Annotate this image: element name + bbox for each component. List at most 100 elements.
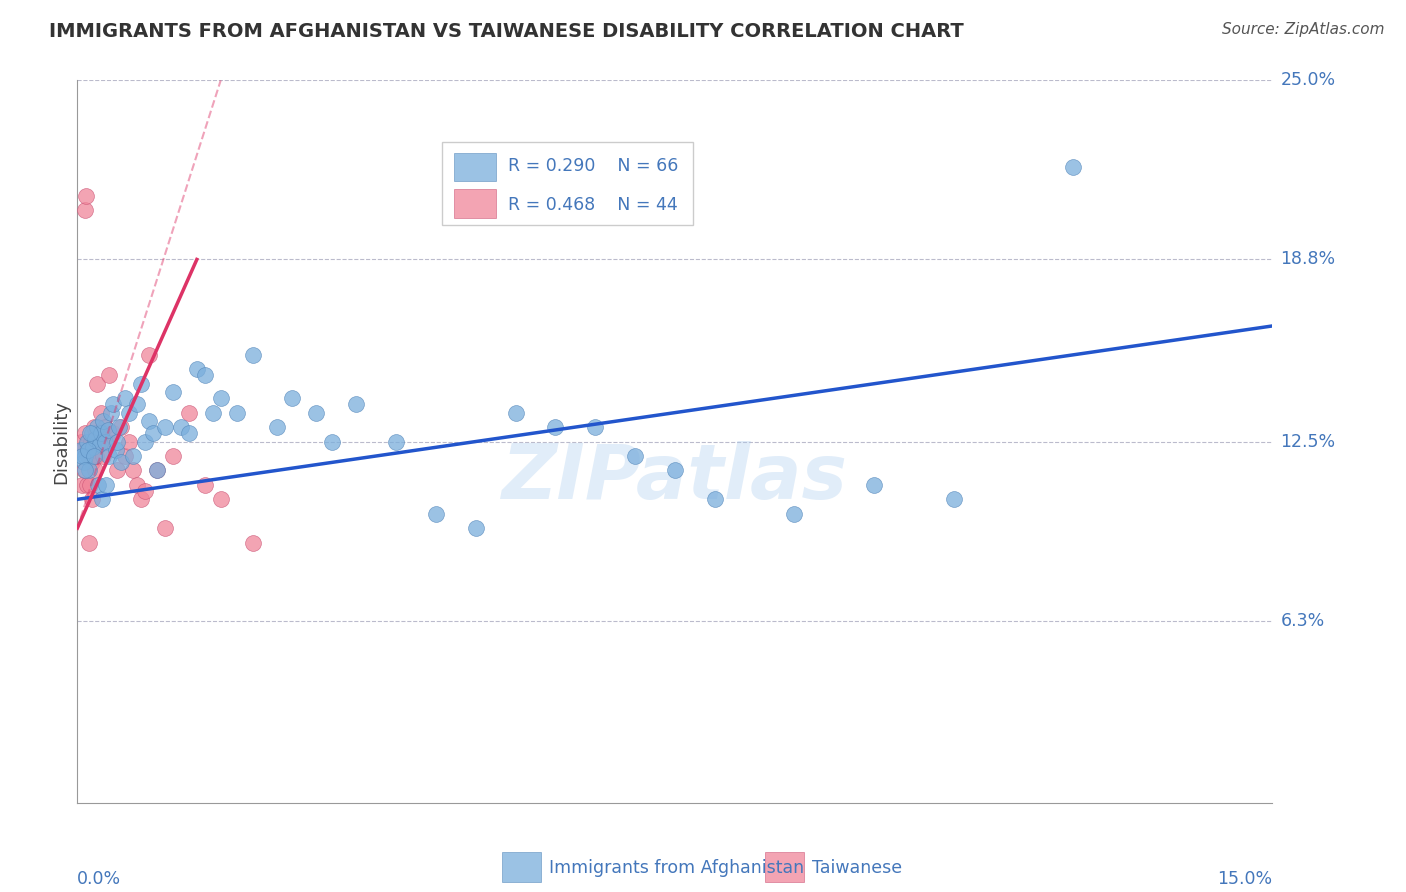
Point: [664, 463, 686, 477]
Point: [79, 463, 101, 477]
Point: [105, 463, 128, 477]
Point: [73, 455, 96, 469]
Point: [73, 463, 96, 477]
Point: [82, 492, 104, 507]
Point: [86, 376, 108, 391]
FancyBboxPatch shape: [454, 153, 496, 181]
Point: [75, 449, 97, 463]
Point: [86, 449, 108, 463]
Point: [86, 420, 108, 434]
Point: [82, 443, 104, 458]
Point: [624, 449, 647, 463]
Point: [114, 449, 136, 463]
Point: [90, 425, 112, 440]
Point: [83, 420, 105, 434]
Point: [162, 385, 184, 400]
Point: [73, 463, 96, 477]
Point: [89, 434, 111, 449]
Point: [127, 397, 149, 411]
Point: [91, 492, 114, 507]
Point: [110, 455, 132, 469]
Point: [134, 483, 156, 498]
Point: [505, 406, 527, 420]
Point: [89, 437, 111, 451]
Point: [209, 391, 232, 405]
Point: [201, 406, 224, 420]
Point: [177, 406, 200, 420]
Point: [225, 406, 247, 420]
Point: [127, 478, 149, 492]
Point: [69, 434, 91, 449]
Text: R = 0.468    N = 44: R = 0.468 N = 44: [508, 195, 678, 213]
Point: [703, 492, 725, 507]
Point: [118, 434, 141, 449]
Point: [70, 449, 93, 463]
Point: [863, 478, 886, 492]
Point: [194, 478, 217, 492]
Point: [103, 397, 124, 411]
Text: 15.0%: 15.0%: [1218, 870, 1272, 888]
Point: [80, 455, 103, 469]
Point: [76, 443, 98, 458]
Point: [281, 391, 304, 405]
Point: [122, 463, 145, 477]
Point: [146, 463, 169, 477]
Text: 6.3%: 6.3%: [1281, 612, 1324, 630]
Point: [321, 434, 343, 449]
Point: [76, 434, 98, 449]
Point: [97, 434, 120, 449]
Point: [76, 449, 98, 463]
Text: 12.5%: 12.5%: [1281, 433, 1336, 450]
Point: [110, 420, 132, 434]
Point: [103, 425, 124, 440]
Point: [97, 423, 120, 437]
FancyBboxPatch shape: [765, 852, 804, 882]
Point: [76, 478, 98, 492]
FancyBboxPatch shape: [441, 142, 693, 225]
Point: [79, 535, 101, 549]
FancyBboxPatch shape: [502, 852, 541, 882]
Point: [186, 362, 208, 376]
Point: [783, 507, 806, 521]
Point: [153, 420, 176, 434]
Text: Taiwanese: Taiwanese: [813, 859, 903, 877]
Point: [83, 449, 105, 463]
Point: [385, 434, 408, 449]
Point: [105, 434, 128, 449]
Point: [122, 449, 145, 463]
Point: [87, 478, 110, 492]
Point: [153, 521, 176, 535]
Text: Immigrants from Afghanistan: Immigrants from Afghanistan: [550, 859, 804, 877]
Point: [75, 203, 97, 218]
Text: 18.8%: 18.8%: [1281, 251, 1336, 268]
FancyBboxPatch shape: [454, 188, 496, 218]
Point: [177, 425, 200, 440]
Point: [194, 368, 217, 382]
Point: [75, 189, 97, 203]
Point: [242, 535, 264, 549]
Text: Source: ZipAtlas.com: Source: ZipAtlas.com: [1222, 22, 1385, 37]
Point: [146, 463, 169, 477]
Point: [70, 478, 93, 492]
Point: [305, 406, 328, 420]
Point: [100, 406, 122, 420]
Point: [544, 420, 567, 434]
Point: [98, 368, 121, 382]
Point: [98, 449, 121, 463]
Point: [209, 492, 232, 507]
Point: [344, 397, 367, 411]
Point: [162, 449, 184, 463]
Point: [170, 420, 193, 434]
Point: [583, 420, 606, 434]
Point: [83, 463, 105, 477]
Point: [425, 507, 447, 521]
Point: [79, 425, 101, 440]
Point: [129, 376, 152, 391]
Point: [1062, 160, 1084, 174]
Text: 25.0%: 25.0%: [1281, 71, 1336, 89]
Text: IMMIGRANTS FROM AFGHANISTAN VS TAIWANESE DISABILITY CORRELATION CHART: IMMIGRANTS FROM AFGHANISTAN VS TAIWANESE…: [49, 22, 965, 41]
Point: [464, 521, 486, 535]
Y-axis label: Disability: Disability: [52, 400, 70, 483]
Point: [138, 348, 160, 362]
Point: [107, 420, 129, 434]
